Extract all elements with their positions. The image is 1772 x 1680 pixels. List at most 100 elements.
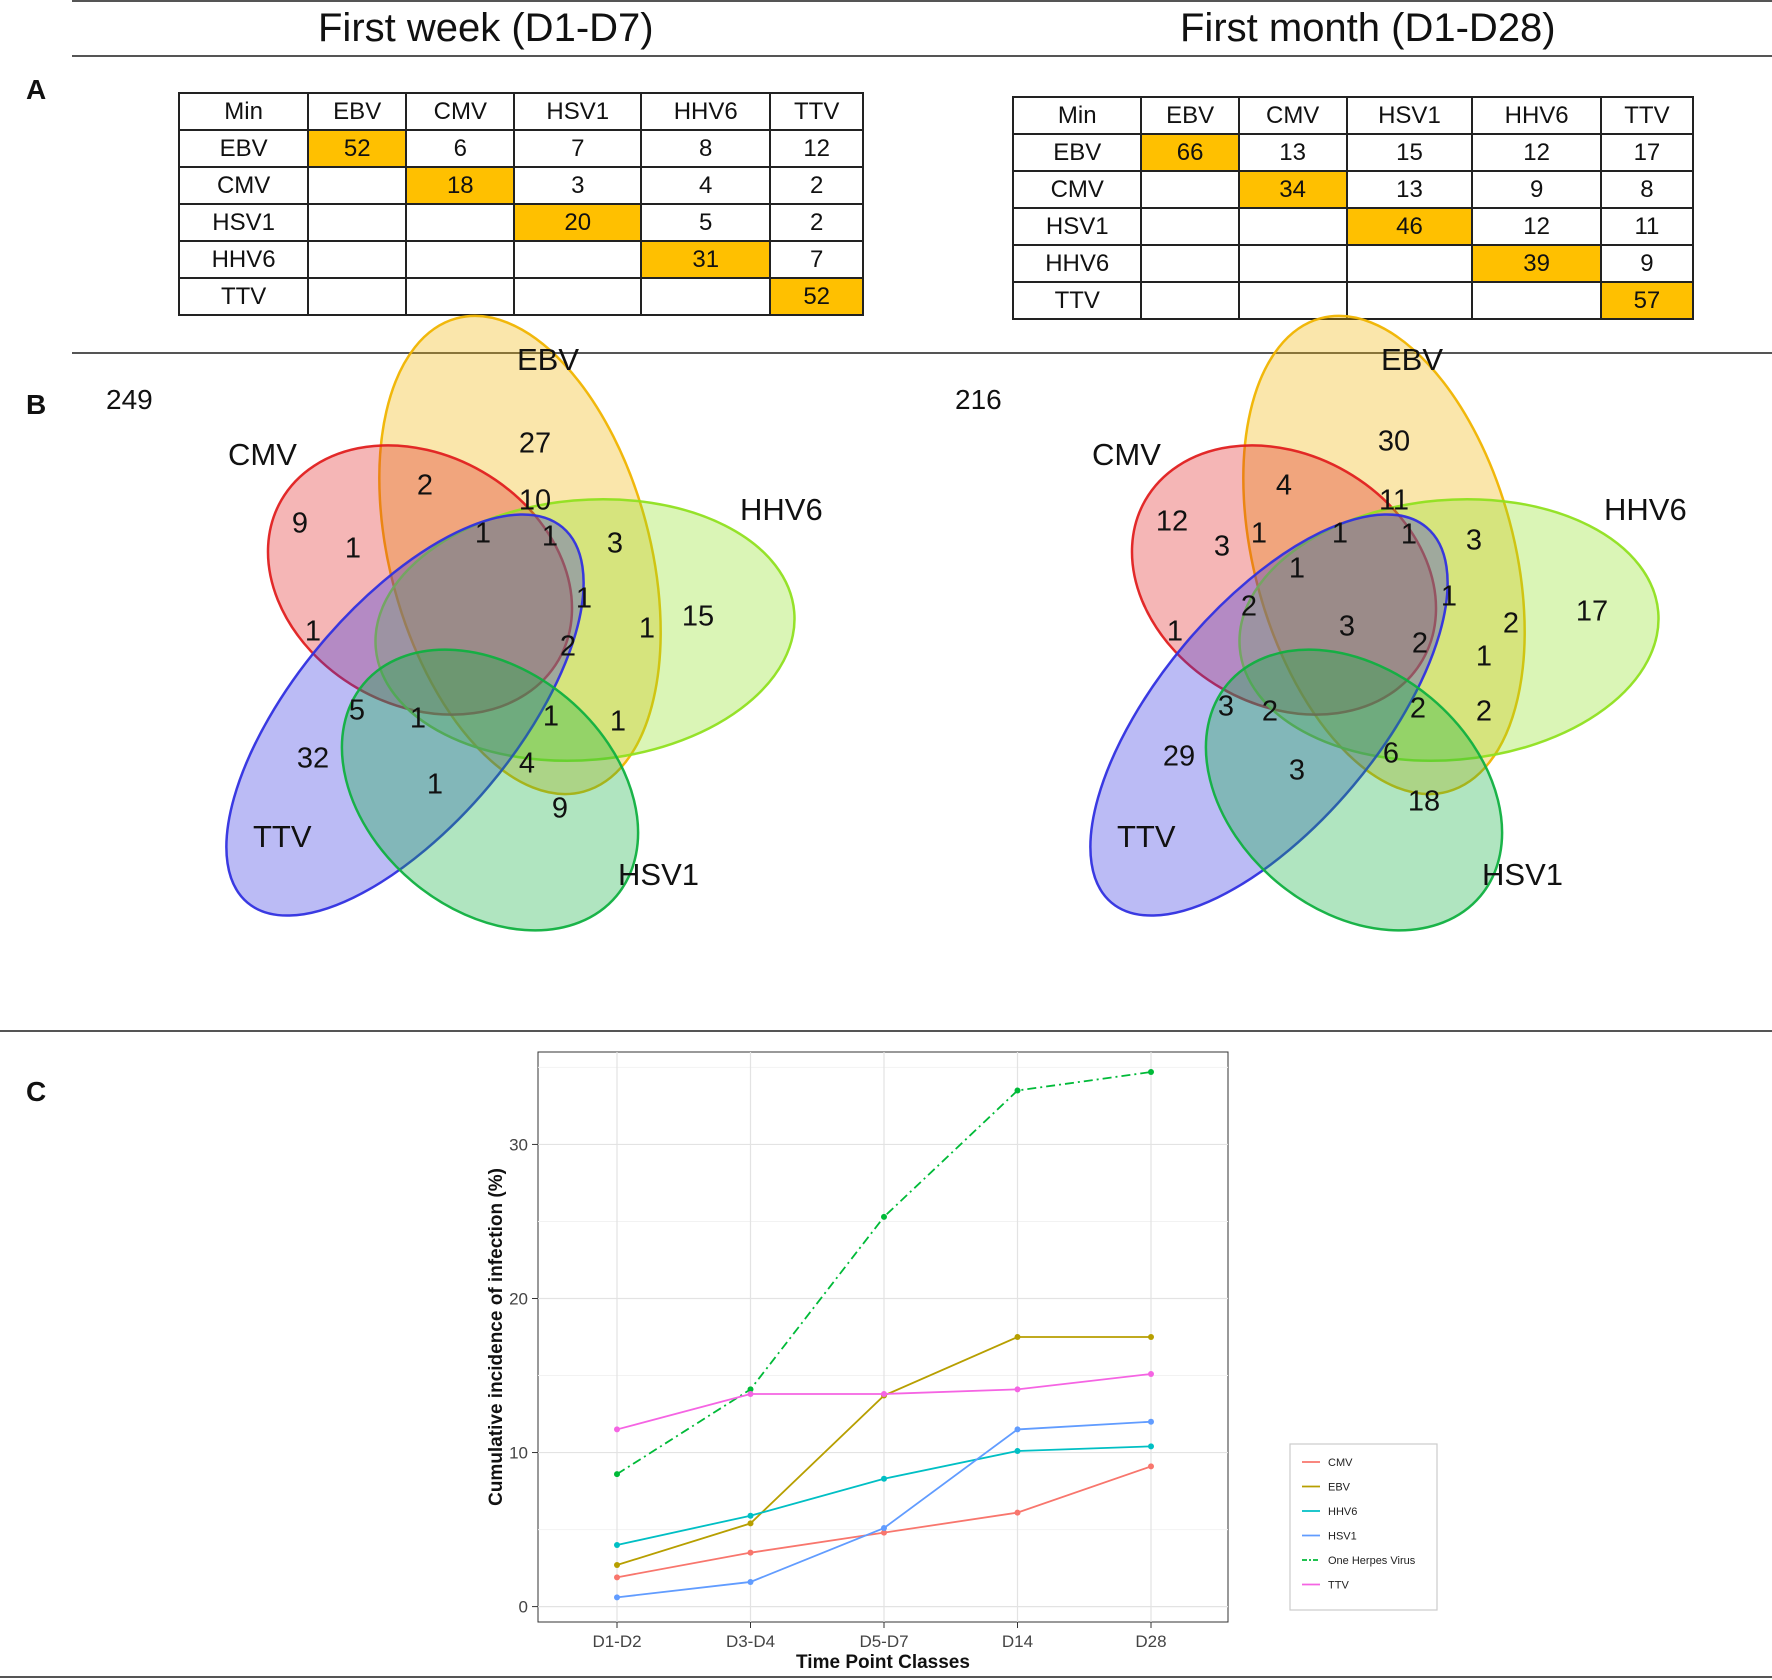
legend-label: EBV	[1328, 1482, 1351, 1494]
data-point	[747, 1386, 754, 1393]
x-tick-label: D28	[1135, 1632, 1166, 1651]
table-cell	[1345, 281, 1474, 320]
table-cell	[1140, 170, 1240, 209]
legend-label: HHV6	[1328, 1506, 1357, 1518]
table-cell: 18	[405, 166, 516, 205]
data-point	[1014, 1426, 1021, 1433]
venn-set-label: HHV6	[1604, 492, 1687, 527]
venn-region-count: 11	[1379, 485, 1409, 517]
legend-label: One Herpes Virus	[1328, 1555, 1416, 1567]
venn-region-count: 1	[427, 769, 443, 801]
table-cell	[405, 203, 516, 242]
data-point	[747, 1578, 754, 1585]
venn-region-count: 1	[1476, 641, 1492, 673]
venn-region-count: 1	[1167, 616, 1183, 648]
x-tick-label: D1-D2	[592, 1632, 641, 1651]
venn-region-count: 3	[1218, 691, 1234, 723]
venn-set-hhv6-ellipse	[374, 497, 796, 763]
venn-region-count: 1	[410, 703, 426, 735]
table-header-cell: EBV	[1140, 96, 1240, 135]
table-cell: 39	[1471, 244, 1602, 283]
table-cell	[307, 240, 408, 279]
table-cell	[307, 203, 408, 242]
table-header-cell: TTV	[1599, 96, 1695, 135]
data-point	[1014, 1087, 1021, 1094]
data-point	[1014, 1334, 1021, 1340]
y-tick-label: 10	[509, 1444, 528, 1463]
table-cell: 34	[1237, 170, 1348, 209]
venn-region-count: 1	[345, 533, 361, 565]
venn-region-count: 3	[1214, 531, 1230, 563]
venn-set-cmv-ellipse	[1130, 444, 1438, 716]
table-cell: 13	[1345, 170, 1474, 209]
venn-month-total: 216	[955, 384, 1002, 415]
table-cell	[405, 240, 516, 279]
venn-set-ebv-ellipse	[1242, 314, 1526, 796]
venn-set-label: HSV1	[618, 857, 699, 892]
venn-region-count: 3	[1466, 525, 1482, 557]
venn-region-count: 1	[1401, 519, 1417, 551]
venn-set-hsv1-ellipse	[1204, 648, 1504, 932]
table-cell: 2	[769, 203, 864, 242]
table-row: TTV 52	[177, 277, 864, 316]
table-cell: 52	[307, 129, 408, 168]
x-tick-label: D14	[1002, 1632, 1033, 1651]
venn-region-count: 2	[1262, 696, 1278, 728]
panel-c-label: C	[26, 1076, 47, 1107]
data-point	[1014, 1386, 1021, 1393]
table-row: EBV 52 6 7 8 12	[177, 129, 864, 168]
table-cell: 13	[1237, 133, 1348, 172]
table-header-cell: CMV	[405, 92, 516, 131]
data-point	[881, 1525, 887, 1532]
table-first-week: Min EBV CMV HSV1 HHV6 TTV EBV 52 6 7 8 12 CMV 18 3 4 2 HS…	[177, 92, 864, 316]
venn-region-count: 1	[543, 701, 559, 733]
table-cell: 8	[640, 129, 772, 168]
venn-region-count: 2	[560, 631, 576, 663]
data-point	[1148, 1370, 1154, 1377]
venn-region-count: 2	[1476, 696, 1492, 728]
row-label-cell: TTV	[177, 277, 310, 316]
venn-region-count: 1	[610, 706, 626, 738]
data-point	[1014, 1448, 1021, 1454]
table-cell	[405, 277, 516, 316]
table-cell: 31	[640, 240, 772, 279]
data-point	[614, 1562, 620, 1568]
data-point	[614, 1594, 620, 1601]
venn-region-count: 1	[639, 613, 655, 645]
venn-region-count: 1	[1251, 518, 1267, 550]
table-cell: 20	[513, 203, 643, 242]
venn-region-count: 2	[1503, 608, 1519, 640]
table-row: HHV6 39 9	[1011, 244, 1695, 283]
venn-set-label: TTV	[1117, 819, 1176, 854]
row-label-cell: EBV	[1011, 133, 1143, 172]
table-row: HHV6 31 7	[177, 240, 864, 279]
data-point	[614, 1471, 620, 1478]
table-row: HSV1 20 5 2	[177, 203, 864, 242]
top-rule	[72, 0, 1772, 2]
section-rule-bc	[0, 1030, 1772, 1032]
venn-set-label: EBV	[1381, 342, 1443, 377]
data-point	[881, 1391, 887, 1397]
table-row: HSV1 46 12 11	[1011, 207, 1695, 246]
venn-region-count: 2	[1241, 591, 1257, 623]
table-cell	[1140, 207, 1240, 246]
legend-label: HSV1	[1328, 1531, 1357, 1543]
table-row: EBV 66 13 15 12 17	[1011, 133, 1695, 172]
venn-region-count: 1	[305, 616, 321, 648]
venn-set-label: TTV	[253, 819, 312, 854]
venn-set-label: CMV	[228, 437, 297, 472]
table-header-cell: HHV6	[1471, 96, 1602, 135]
venn-region-count: 2	[1410, 693, 1426, 725]
table-cell: 7	[769, 240, 864, 279]
table-cell: 52	[769, 277, 864, 316]
table-header-cell: TTV	[769, 92, 864, 131]
data-point	[747, 1520, 754, 1527]
table-header-cell: CMV	[1237, 96, 1348, 135]
bottom-rule	[0, 1676, 1772, 1678]
venn-set-ttv-ellipse	[1089, 513, 1449, 917]
y-axis-title: Cumulative incidence of infection (%)	[486, 1168, 507, 1506]
venn-region-count: 32	[297, 743, 329, 775]
table-cell: 66	[1140, 133, 1240, 172]
venn-region-count: 9	[292, 508, 308, 540]
